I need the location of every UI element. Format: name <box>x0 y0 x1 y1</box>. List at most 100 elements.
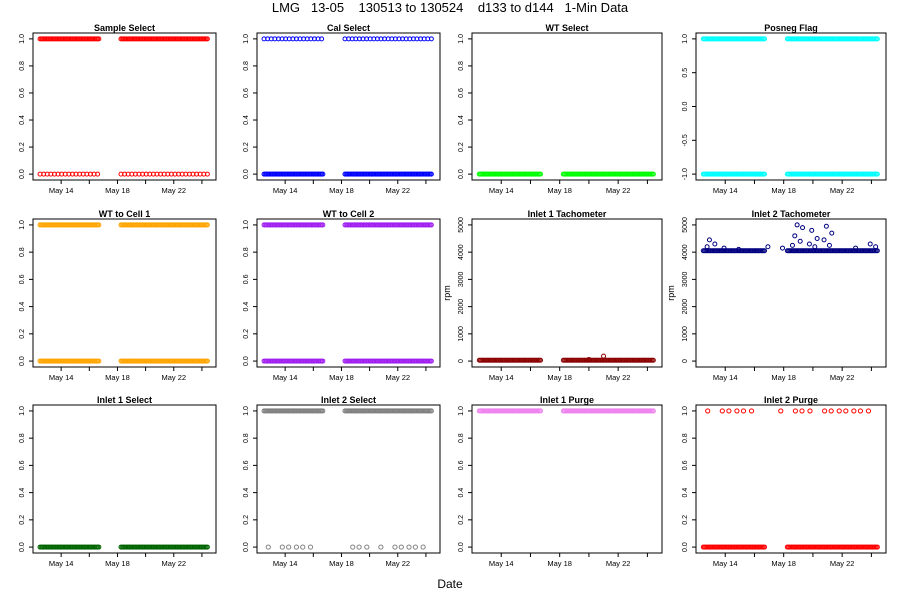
y-tick-label: 0.0 <box>682 542 689 552</box>
sparse-points <box>705 408 872 414</box>
y-tick-label: 0.0 <box>243 169 250 179</box>
data-points-level-1-seg-2 <box>342 408 434 414</box>
data-point <box>650 408 656 414</box>
data-point <box>800 225 806 231</box>
data-point <box>828 408 834 414</box>
data-point <box>586 356 592 362</box>
y-tick-label: 0.2 <box>19 329 26 339</box>
data-point <box>704 244 710 250</box>
data-points-level-1-seg-1 <box>37 222 102 228</box>
plot-panel-3: WT Select 0.0 0.2 0.4 0.6 0.8 1.0 May 14 May 18 M… <box>458 23 663 195</box>
y-tick-label: 0.0 <box>19 169 26 179</box>
data-point <box>293 544 300 550</box>
data-points-level-0-seg-1 <box>261 171 326 177</box>
data-points-level-1-seg-2 <box>118 222 210 228</box>
y-tick-label: 3000 <box>458 271 465 287</box>
data-point <box>286 544 292 550</box>
data-point <box>650 171 656 177</box>
data-point <box>736 246 742 252</box>
y-tick-label: 0.4 <box>682 488 689 498</box>
data-point <box>428 36 434 42</box>
data-points-level-4050-seg-2 <box>784 248 880 254</box>
y-tick-label: 4000 <box>682 244 689 260</box>
plot-title: Inlet 1 Select <box>97 395 152 405</box>
plot-frame <box>32 32 217 181</box>
y-tick-label: 0.2 <box>243 329 250 339</box>
data-points-level-0-seg-1 <box>37 544 102 550</box>
y-tick-label: 0.0 <box>458 169 465 179</box>
data-points-level--1-seg-2 <box>784 171 880 177</box>
y-tick-label: 1.0 <box>243 220 250 230</box>
plot-panel-10: Inlet 2 Select 0.0 0.2 0.4 0.6 0.8 1.0 May 14 Ma… <box>243 395 441 568</box>
x-tick-label: May 14 <box>49 186 74 195</box>
y-tick-label: 1000 <box>682 326 689 342</box>
spike-points <box>704 222 879 252</box>
data-point <box>853 245 859 251</box>
y-tick-label: -1.0 <box>682 168 689 180</box>
x-tick-label: May 14 <box>489 373 514 382</box>
plot-title: Inlet 2 Select <box>321 395 376 405</box>
plot-title: Sample Select <box>94 23 155 33</box>
data-point <box>319 36 325 42</box>
y-tick-label: 2000 <box>682 299 689 315</box>
x-tick-label: May 18 <box>329 186 354 195</box>
data-point <box>428 171 434 177</box>
y-tick-label: 0.8 <box>243 433 250 443</box>
data-point <box>762 248 768 254</box>
y-tick-label: 0.0 <box>19 542 26 552</box>
data-point <box>538 408 544 414</box>
plot-panel-5: WT to Cell 1 0.0 0.2 0.4 0.6 0.8 1.0 May 14 May … <box>19 209 217 382</box>
y-tick-label: 0.2 <box>682 515 689 525</box>
data-point <box>726 408 732 414</box>
data-point <box>320 358 326 364</box>
y-tick-label: 2000 <box>458 299 465 315</box>
data-point <box>826 242 832 248</box>
plot-title: Inlet 1 Purge <box>540 395 594 405</box>
data-point <box>204 36 210 42</box>
data-point <box>705 408 711 414</box>
y-tick-label: 0.2 <box>19 142 26 152</box>
data-point <box>734 408 740 414</box>
y-tick-label: 0.6 <box>19 274 26 284</box>
data-point <box>762 36 768 42</box>
data-point <box>806 241 812 247</box>
data-points-level-1-seg-2 <box>342 222 434 228</box>
plot-frame <box>32 404 217 554</box>
y-tick-label: 0.0 <box>682 102 689 112</box>
y-tick-label: 0.6 <box>458 88 465 98</box>
data-point <box>797 238 803 244</box>
data-points-level-0-seg-2 <box>118 358 210 364</box>
plot-frame <box>256 404 441 554</box>
x-tick-label: May 22 <box>606 186 631 195</box>
data-point <box>874 248 880 254</box>
x-tick-label: May 18 <box>771 559 796 568</box>
plot-title: WT to Cell 2 <box>323 209 375 219</box>
data-points-level-0-seg-1 <box>261 358 326 364</box>
y-tick-label: 0.4 <box>458 115 465 125</box>
data-point <box>719 408 725 414</box>
data-points-level-0-seg-2 <box>118 171 210 177</box>
x-tick-label: May 18 <box>329 559 354 568</box>
data-point <box>765 244 771 250</box>
y-tick-label: 0 <box>458 359 465 363</box>
x-tick-label: May 22 <box>385 559 410 568</box>
plot-panel-4: Posneg Flag -1.0 -0.5 0.0 0.5 1.0 May 14 May 18… <box>682 23 887 195</box>
y-tick-label: 0.6 <box>243 88 250 98</box>
data-points-level-1-seg-2 <box>560 408 656 414</box>
x-tick-label: May 14 <box>49 559 74 568</box>
y-axis-label: rpm <box>442 285 452 301</box>
plot-frame <box>256 218 441 368</box>
page-title: LMG 13-05 130513 to 130524 d133 to d144 … <box>271 0 629 15</box>
data-point <box>792 408 798 414</box>
data-point <box>857 408 864 414</box>
plot-panel-9: Inlet 1 Select 0.0 0.2 0.4 0.6 0.8 1.0 May 14 Ma… <box>19 395 217 568</box>
y-tick-label: 0.0 <box>19 356 26 366</box>
x-tick-label: May 18 <box>771 186 796 195</box>
data-point <box>392 544 398 550</box>
data-point <box>320 171 326 177</box>
y-tick-label: 0.8 <box>458 61 465 71</box>
y-tick-label: 0.4 <box>19 488 26 498</box>
x-tick-label: May 14 <box>489 186 514 195</box>
data-points-level-30-seg-2 <box>560 357 656 363</box>
